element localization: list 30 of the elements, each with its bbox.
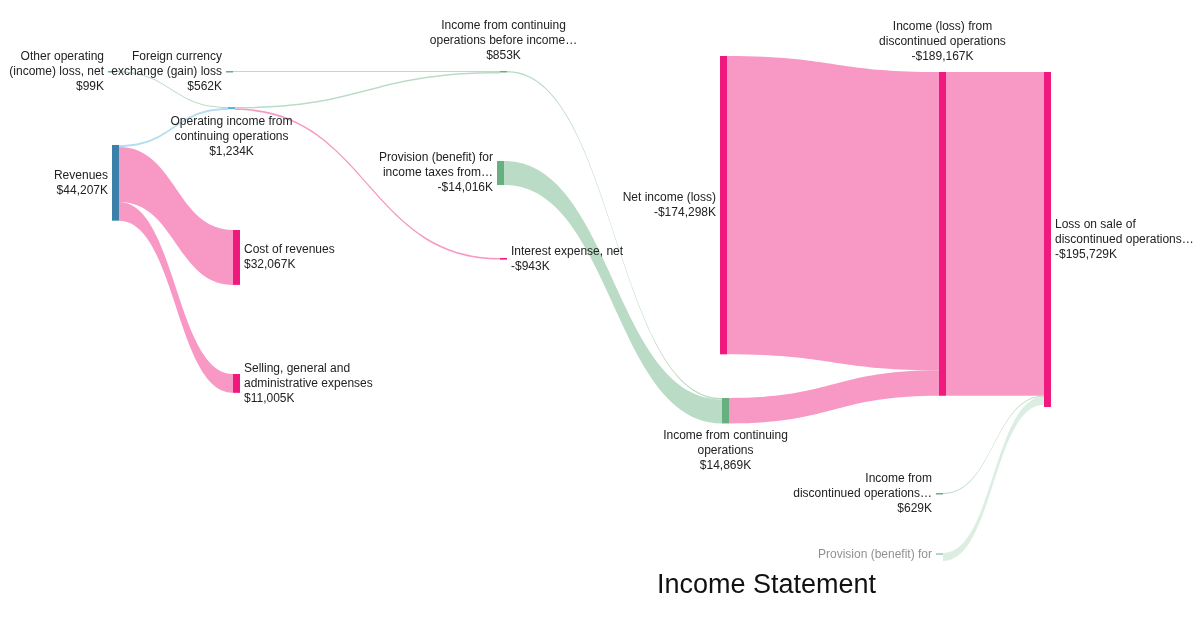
category-label: Income from discontinued operations…	[793, 471, 932, 501]
category-label: Loss on sale of discontinued operations…	[1055, 217, 1194, 246]
category-label: Net income (loss)	[622, 190, 716, 205]
category-label: Income from continuing operations before income…	[429, 18, 578, 47]
category-label: Other operating (income) loss, net	[9, 49, 105, 79]
data-label: -$943K	[511, 258, 550, 273]
category-label: Foreign currency exchange (gain) loss	[111, 49, 222, 79]
data-label: $14,869K	[699, 458, 752, 473]
data-label: -$189,167K	[911, 49, 974, 63]
category-label: Revenues	[53, 167, 108, 182]
category-label: Interest expense, net	[511, 243, 624, 258]
data-label: $44,207K	[56, 182, 108, 197]
category-label: Provision (benefit) for	[817, 546, 932, 561]
data-label: -$14,016K	[437, 180, 493, 195]
category-label: Income (loss) from discontinued operations	[879, 19, 1006, 48]
category-label: Cost of revenues	[244, 242, 335, 257]
category-label: Provision (benefit) for income taxes from…	[378, 150, 493, 180]
data-label: $32,067K	[244, 257, 296, 272]
category-label: Selling, general and administrative expenses	[244, 360, 373, 390]
text: Income Statement	[657, 569, 877, 599]
data-label: $853K	[486, 48, 521, 62]
data-label: -$174,298K	[653, 205, 716, 220]
data-label: -$195,729K	[1055, 247, 1118, 261]
data-label: $99K	[75, 79, 104, 94]
data-label: $11,005K	[244, 390, 295, 405]
data-label: $562K	[187, 79, 222, 94]
data-label: $629K	[897, 501, 932, 516]
data-label: $1,234K	[209, 144, 254, 159]
category-label: Income from continuing operations	[663, 428, 788, 458]
category-label: Operating income from continuing operations	[170, 114, 293, 144]
